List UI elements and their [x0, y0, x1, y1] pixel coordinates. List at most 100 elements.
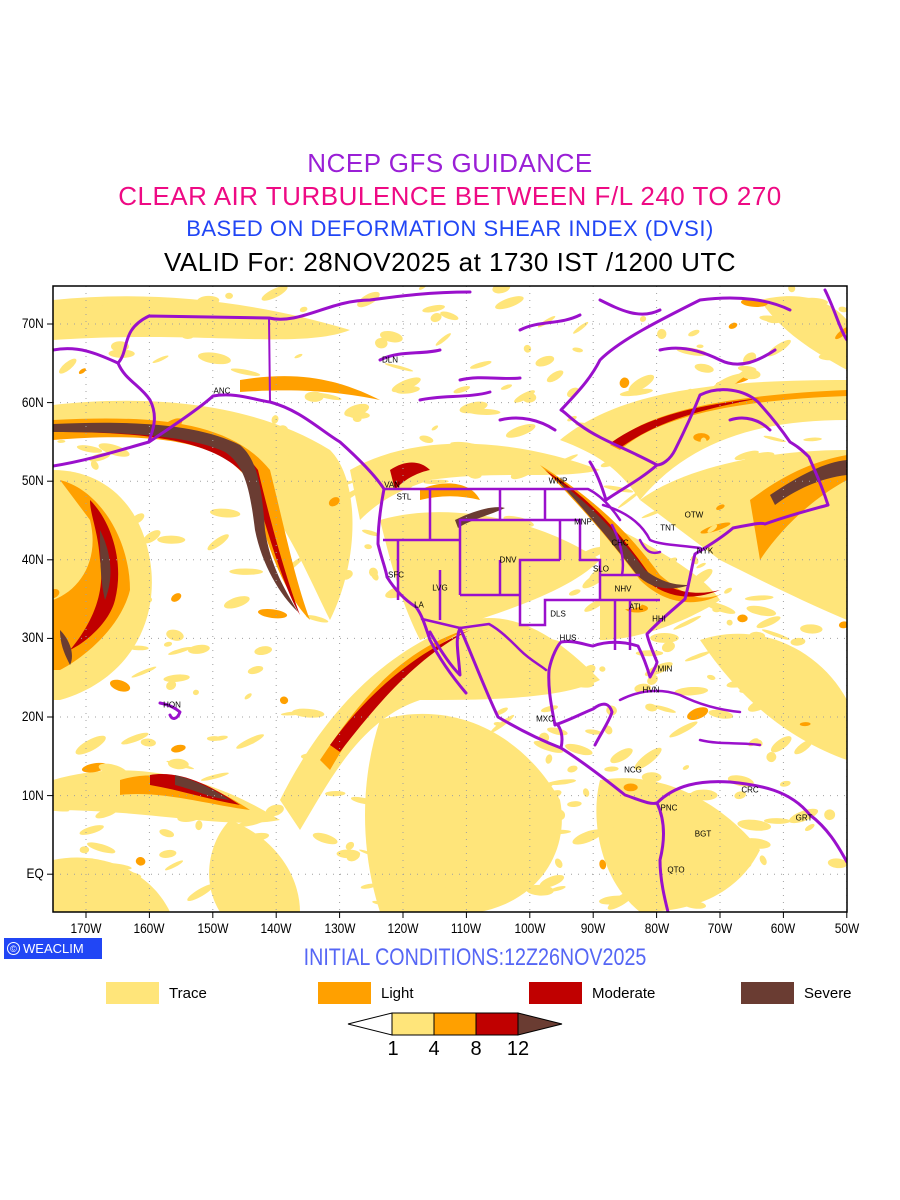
trace-patch [550, 885, 566, 892]
trace-patch [707, 524, 718, 533]
trace-patch [423, 479, 449, 485]
trace-patch [321, 536, 332, 543]
trace-patch [544, 638, 563, 644]
colorbar-severe-arrow [517, 1012, 563, 1036]
trace-patch [661, 641, 675, 653]
trace-patch [244, 693, 252, 700]
y-tick-label: 70N [21, 315, 44, 331]
trace-patch [794, 740, 813, 755]
trace-patch [728, 322, 738, 329]
initial-conditions: INITIAL CONDITIONS:12Z26NOV2025 [303, 944, 647, 971]
trace-patch [623, 783, 638, 792]
trace-patch [705, 835, 724, 842]
trace-patch [799, 722, 811, 727]
trace-patch [443, 873, 468, 888]
trace-patch [265, 804, 284, 817]
trace-patch [739, 685, 756, 693]
trace-patch [761, 629, 790, 640]
trace-patch [612, 854, 636, 867]
trace-patch [75, 735, 106, 755]
legend-swatch-severe [741, 982, 794, 1004]
trace-patch [639, 315, 647, 322]
trace-patch [140, 738, 156, 747]
trace-patch [483, 534, 512, 552]
city-label-mxc: MXC [536, 714, 554, 724]
trace-patch [500, 524, 517, 535]
trace-patch [740, 838, 771, 849]
trace-patch [98, 443, 130, 457]
trace-patch [350, 796, 376, 805]
trace-patch [567, 801, 582, 807]
trace-patch [470, 752, 491, 760]
trace-patch [404, 801, 437, 814]
trace-patch [756, 616, 781, 629]
trace-patch [744, 595, 774, 601]
city-label-atl: ATL [628, 602, 644, 612]
trace-patch [759, 315, 785, 323]
trace-patch [168, 646, 192, 655]
trace-patch [730, 367, 752, 384]
trace-patch [430, 313, 442, 323]
trace-patch [803, 305, 814, 316]
trace-patch [688, 329, 700, 337]
legend-item-severe: Severe [741, 982, 852, 1004]
trace-patch [164, 860, 184, 871]
trace-patch [135, 857, 146, 866]
trace-patch [285, 454, 301, 460]
trace-patch [605, 823, 614, 831]
city-label-anc: ANC [213, 386, 231, 396]
y-tick-label: EQ [26, 865, 44, 882]
trace-patch [722, 535, 739, 547]
trace-patch [386, 784, 417, 796]
trace-patch [440, 311, 459, 321]
trace-patch [360, 883, 377, 889]
trace-patch [131, 513, 145, 524]
trace-patch [539, 829, 571, 835]
city-label-tnt: TNT [660, 523, 676, 533]
map-frame [52, 285, 848, 913]
trace-patch [417, 519, 452, 529]
trace-patch [110, 679, 131, 692]
trace-patch [453, 385, 471, 394]
trace-patch [384, 363, 414, 372]
trace-patch [210, 508, 241, 518]
trace-patch [90, 460, 99, 470]
coastlines-and-borders [53, 288, 847, 912]
trace-patch [375, 337, 388, 349]
weaclim-logo: © WEACLIM [4, 938, 102, 959]
trace-patch [619, 388, 653, 397]
trace-patch [726, 619, 733, 626]
trace-patch [409, 476, 433, 484]
x-tick-label: 130W [324, 920, 356, 936]
trace-patch [294, 353, 303, 359]
colorbar-moderate [475, 1012, 519, 1036]
colorbar-below-arrow [347, 1012, 393, 1036]
colorbar-level: 1 [387, 1038, 399, 1060]
colorbar-level: 12 [506, 1038, 530, 1060]
trace-patch [610, 748, 633, 764]
trace-patch [541, 705, 558, 713]
trace-patch [57, 439, 66, 443]
trace-patch [200, 772, 229, 781]
city-label-chc: CHC [611, 538, 629, 548]
trace-patch [689, 568, 713, 588]
city-label-stl: STL [396, 492, 412, 502]
y-tick-label: 20N [21, 708, 44, 724]
trace-patch [565, 743, 593, 756]
trace-patch [344, 403, 370, 417]
trace-patch [736, 560, 753, 566]
trace-patch [804, 823, 815, 832]
x-tick-label: 70W [707, 920, 733, 936]
trace-patch [712, 605, 723, 613]
legend-label: Light [381, 984, 414, 1002]
trace-patch [346, 851, 360, 862]
axis-ticks [47, 323, 848, 918]
trace-patch [124, 306, 155, 312]
legend-swatch-light [318, 982, 371, 1004]
trace-patch [493, 721, 504, 727]
trace-patch [299, 306, 308, 313]
trace-patch [645, 703, 658, 712]
trace-patch [720, 843, 729, 849]
trace-patch [607, 889, 637, 910]
trace-patch [337, 720, 346, 728]
